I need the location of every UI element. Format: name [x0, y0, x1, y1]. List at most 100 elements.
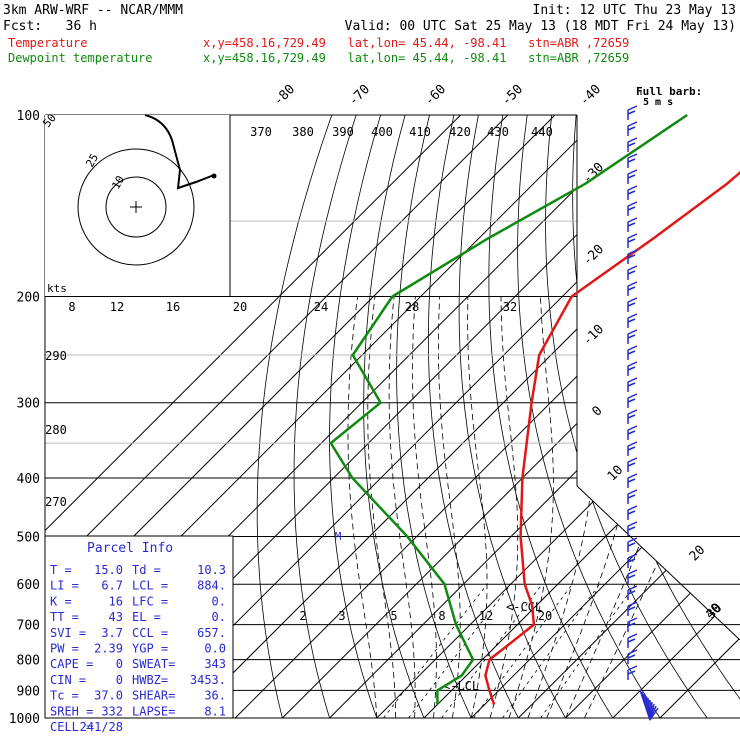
parcel-label: CCL = — [132, 626, 168, 640]
wind-barb-flag — [627, 297, 638, 303]
theta-label: 270 — [45, 495, 67, 509]
parcel-value: 241/28 — [80, 720, 123, 734]
wind-barb-flag — [627, 398, 636, 403]
isotherm-label: 40 — [703, 601, 725, 623]
wind-barb-flag — [627, 265, 638, 271]
wind-barb-flag — [627, 233, 638, 239]
wind-barb-flag — [627, 617, 638, 623]
dry-adiabat — [396, 115, 478, 718]
dry-adiabat — [722, 115, 740, 718]
dry-adiabat — [545, 115, 717, 718]
parcel-label: CELL = — [50, 720, 93, 734]
wind-barb-flag — [627, 473, 638, 479]
mixing-ratio-label: 8 — [438, 609, 445, 623]
dewpoint-location: x,y=458.16,729.49 lat,lon= 45.44, -98.41… — [203, 51, 630, 65]
isotherm-line — [470, 115, 740, 718]
parcel-label: HWBZ= — [132, 673, 168, 687]
wind-barb-flag — [627, 190, 636, 195]
theta-label: 380 — [292, 125, 314, 139]
wind-barb-flag — [627, 462, 636, 467]
pressure-label-700: 700 — [17, 619, 40, 634]
wind-barb-flag — [627, 254, 636, 259]
parcel-value: 6.7 — [101, 579, 123, 593]
hodograph-background — [45, 115, 230, 296]
mixing-ratio-label: 28 — [405, 300, 419, 314]
wind-barb-flag — [627, 318, 636, 323]
isotherm-line — [659, 115, 740, 718]
mixing-ratio-label: 20 — [233, 300, 247, 314]
wind-barb-flag — [627, 302, 636, 307]
hodograph-endpoint — [211, 173, 217, 179]
pressure-label-100: 100 — [17, 109, 40, 124]
isotherm-label: 20 — [687, 543, 709, 565]
parcel-label: EL = — [132, 610, 161, 624]
hodograph-ring — [105, 176, 167, 238]
mixing-ratio-label: 24 — [314, 300, 328, 314]
wind-barb-flag — [627, 601, 638, 607]
wind-barb-flag — [627, 382, 636, 387]
wind-barb-flag — [627, 510, 636, 515]
wind-barb-flag — [627, 121, 638, 127]
pressure-label-1000: 1000 — [9, 712, 40, 727]
wind-barb-flag — [627, 286, 636, 291]
isotherm-line — [565, 115, 740, 718]
parcel-value: 37.0 — [94, 689, 123, 703]
wind-barb-flag — [627, 425, 638, 431]
wind-barb-flag — [627, 606, 636, 611]
dry-adiabat — [458, 115, 574, 718]
dry-adiabat — [488, 115, 622, 718]
parcel-value: 8.1 — [204, 704, 226, 718]
wind-barb-flag — [627, 142, 636, 147]
isotherm-line — [612, 115, 740, 718]
wind-barb-flag — [627, 361, 638, 367]
wind-barb-flag — [627, 201, 638, 207]
moist-adiabat — [508, 296, 554, 718]
parcel-value: 332 — [101, 704, 123, 718]
parcel-label: K = — [50, 594, 72, 608]
pressure-label-600: 600 — [17, 578, 40, 593]
pressure-label-200: 200 — [17, 291, 40, 306]
mixing-ratio-label: 8 — [68, 300, 75, 314]
lcl-marker: <-LCL — [443, 679, 479, 693]
mixing-ratio-label: 12 — [110, 300, 124, 314]
mixing-ratio-label: 3 — [338, 609, 345, 623]
wind-barb-flag — [627, 217, 638, 223]
wind-barb-flag — [627, 366, 636, 371]
wind-barb-flag — [627, 137, 638, 143]
wind-barb-flag — [627, 526, 636, 531]
parcel-value: 657. — [197, 626, 226, 640]
hodograph-units: kts — [47, 282, 67, 295]
wind-barb-flag — [627, 409, 638, 415]
parcel-label: LCL = — [132, 579, 168, 593]
isotherm-line — [45, 115, 509, 718]
wind-barb-flag — [627, 633, 638, 639]
valid-time: Valid: 00 UTC Sat 25 May 13 (18 MDT Fri … — [344, 19, 736, 34]
parcel-label: YGP = — [132, 642, 168, 656]
init-time: Init: 12 UTC Thu 23 May 13 — [532, 3, 737, 18]
temperature-legend-label: Temperature — [8, 36, 88, 50]
isotherm-label: -70 — [346, 82, 373, 109]
wind-barb-flag — [627, 505, 638, 511]
wind-barb-flag — [627, 350, 636, 355]
parcel-label: SREH = — [50, 704, 93, 718]
pressure-label-400: 400 — [17, 472, 40, 487]
dry-adiabat — [428, 115, 526, 718]
pressure-label-300: 300 — [17, 397, 40, 412]
wind-barb-flag — [627, 158, 636, 163]
wind-barb-flag — [627, 329, 638, 335]
mixing-ratio-line — [383, 583, 488, 718]
wind-legend-title: Full barb: — [636, 85, 702, 98]
wind-barb-flag — [627, 377, 638, 383]
isotherm-label: -30 — [580, 160, 607, 187]
wind-barb-flag — [627, 441, 638, 447]
dry-adiabat — [697, 115, 740, 718]
wind-barb-flag — [627, 585, 638, 591]
parcel-label: LI = — [50, 579, 79, 593]
isotherm-line — [45, 115, 461, 718]
sounding-traces — [329, 113, 740, 705]
wind-barbs: Full barb:5 m s — [627, 85, 702, 721]
theta-label: 280 — [45, 423, 67, 437]
parcel-value: 343 — [204, 657, 226, 671]
